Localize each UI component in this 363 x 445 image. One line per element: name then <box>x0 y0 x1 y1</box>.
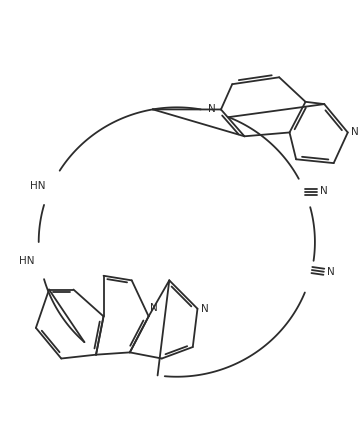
Text: HN: HN <box>30 181 45 190</box>
Text: N: N <box>150 303 158 313</box>
Text: HN: HN <box>20 256 35 266</box>
Text: N: N <box>351 127 359 138</box>
Text: N: N <box>208 105 216 114</box>
Text: N: N <box>319 186 327 196</box>
Text: N: N <box>327 267 334 277</box>
Text: N: N <box>201 303 209 314</box>
